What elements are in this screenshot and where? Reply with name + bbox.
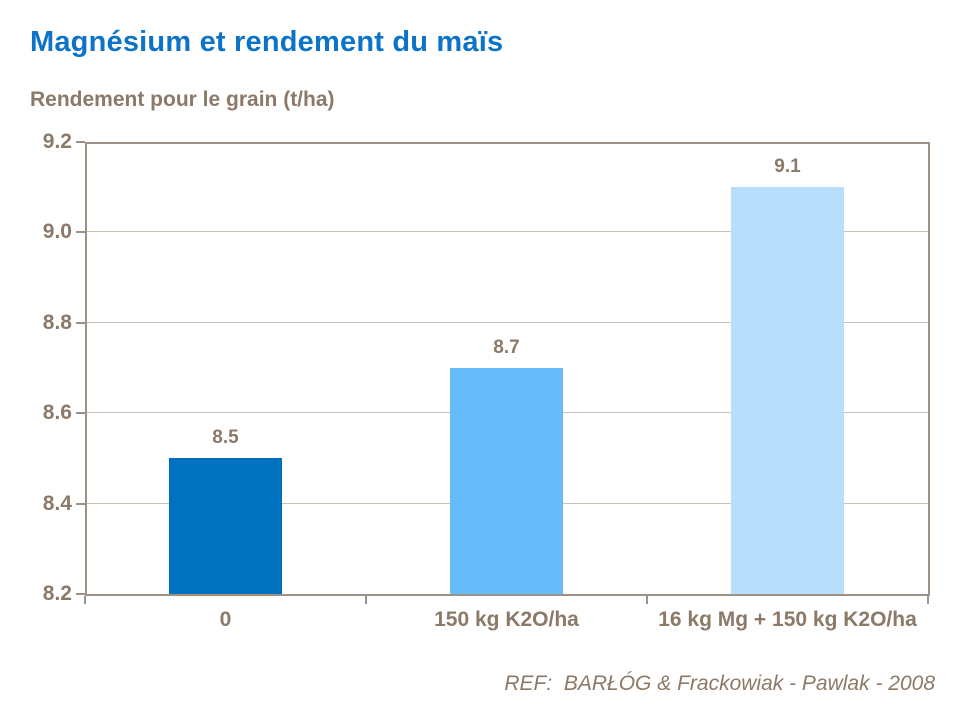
gridline: [85, 321, 928, 323]
x-axis-tick-mark: [84, 596, 86, 604]
bar: [731, 187, 844, 594]
y-axis-tick-mark: [76, 502, 85, 505]
bar-value-label: 8.5: [212, 427, 239, 449]
y-axis-tick-label: 8.8: [42, 310, 72, 334]
chart-subtitle: Rendement pour le grain (t/ha): [30, 88, 335, 111]
x-axis-category-label: 16 kg Mg + 150 kg K2O/ha: [658, 608, 917, 631]
x-axis-tick-mark: [927, 596, 929, 604]
y-axis-tick-mark: [76, 321, 85, 324]
y-axis-tick-label: 8.4: [42, 491, 72, 515]
x-axis-tick-mark: [365, 596, 367, 604]
y-axis-tick-label: 8.2: [42, 582, 72, 605]
y-axis-tick-label: 8.6: [42, 401, 72, 425]
x-axis-tick-mark: [646, 596, 648, 604]
reference-citation: REF: BARŁÓG & Frackowiak - Pawlak - 2008: [504, 672, 935, 695]
y-axis-tick-label: 9.0: [42, 220, 72, 244]
y-axis-tick-mark: [76, 141, 85, 143]
x-axis-category-label: 150 kg K2O/ha: [434, 608, 579, 631]
y-axis-tick-mark: [76, 412, 85, 415]
y-axis-tick-mark: [76, 231, 85, 234]
chart-title: Magnésium et rendement du maïs: [30, 26, 504, 58]
y-axis-tick-mark: [76, 593, 85, 595]
bar-value-label: 9.1: [774, 156, 801, 178]
bar: [450, 368, 563, 594]
bar: [169, 458, 282, 594]
bar-value-label: 8.7: [493, 337, 520, 358]
y-axis-tick-label: 9.2: [42, 130, 72, 153]
gridline: [85, 231, 928, 233]
x-axis-category-label: 0: [219, 608, 232, 631]
